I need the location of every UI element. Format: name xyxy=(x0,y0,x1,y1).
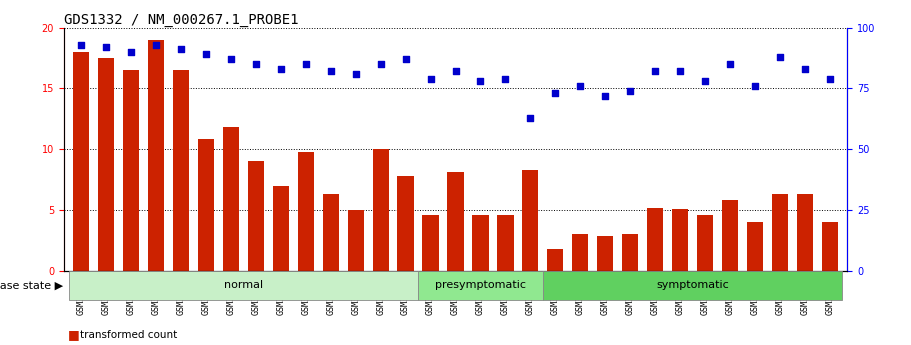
Text: GDS1332 / NM_000267.1_PROBE1: GDS1332 / NM_000267.1_PROBE1 xyxy=(64,12,298,27)
Bar xyxy=(223,127,239,271)
Bar xyxy=(543,271,843,300)
Bar xyxy=(73,52,89,271)
Bar xyxy=(123,70,139,271)
Point xyxy=(124,49,138,55)
Bar xyxy=(797,194,813,271)
Point xyxy=(249,61,263,67)
Text: disease state ▶: disease state ▶ xyxy=(0,280,63,290)
Point xyxy=(273,66,288,72)
Text: symptomatic: symptomatic xyxy=(656,280,729,290)
Point xyxy=(473,78,487,84)
Bar xyxy=(198,139,214,271)
Point xyxy=(299,61,313,67)
Text: ■: ■ xyxy=(68,344,80,345)
Point xyxy=(374,61,388,67)
Point xyxy=(773,54,787,60)
Point xyxy=(323,69,338,74)
Point xyxy=(797,66,812,72)
Point xyxy=(748,83,763,89)
Point xyxy=(398,57,413,62)
Text: transformed count: transformed count xyxy=(80,330,178,339)
Bar xyxy=(248,161,264,271)
Bar xyxy=(397,176,414,271)
Point xyxy=(348,71,363,77)
Bar xyxy=(822,222,838,271)
Point xyxy=(448,69,463,74)
Bar xyxy=(747,222,763,271)
Bar xyxy=(272,186,289,271)
Bar xyxy=(647,208,663,271)
Point xyxy=(573,83,588,89)
Point xyxy=(424,76,438,81)
Bar xyxy=(497,215,514,271)
Point xyxy=(74,42,88,47)
Point xyxy=(672,69,687,74)
Bar xyxy=(472,215,488,271)
Text: presymptomatic: presymptomatic xyxy=(435,280,526,290)
Point xyxy=(698,78,712,84)
Bar xyxy=(548,249,563,271)
Bar xyxy=(622,234,639,271)
Bar xyxy=(697,215,713,271)
Bar xyxy=(672,209,688,271)
Point xyxy=(224,57,239,62)
Bar xyxy=(423,215,439,271)
Point xyxy=(174,47,189,52)
Bar xyxy=(68,271,418,300)
Point xyxy=(722,61,737,67)
Point xyxy=(648,69,662,74)
Point xyxy=(498,76,513,81)
Bar xyxy=(148,40,164,271)
Point xyxy=(523,115,537,120)
Bar xyxy=(298,152,314,271)
Point xyxy=(99,44,114,50)
Bar xyxy=(98,58,114,271)
Point xyxy=(623,88,638,93)
Bar xyxy=(418,271,543,300)
Bar xyxy=(348,210,363,271)
Point xyxy=(823,76,837,81)
Point xyxy=(598,93,612,98)
Point xyxy=(548,90,563,96)
Text: ■: ■ xyxy=(68,328,80,341)
Bar xyxy=(772,194,788,271)
Bar xyxy=(522,170,538,271)
Text: normal: normal xyxy=(224,280,263,290)
Bar xyxy=(597,236,613,271)
Point xyxy=(199,52,213,57)
Bar xyxy=(572,234,589,271)
Bar xyxy=(373,149,389,271)
Bar xyxy=(322,194,339,271)
Bar xyxy=(173,70,189,271)
Point xyxy=(148,42,163,47)
Bar xyxy=(722,200,738,271)
Bar xyxy=(447,172,464,271)
